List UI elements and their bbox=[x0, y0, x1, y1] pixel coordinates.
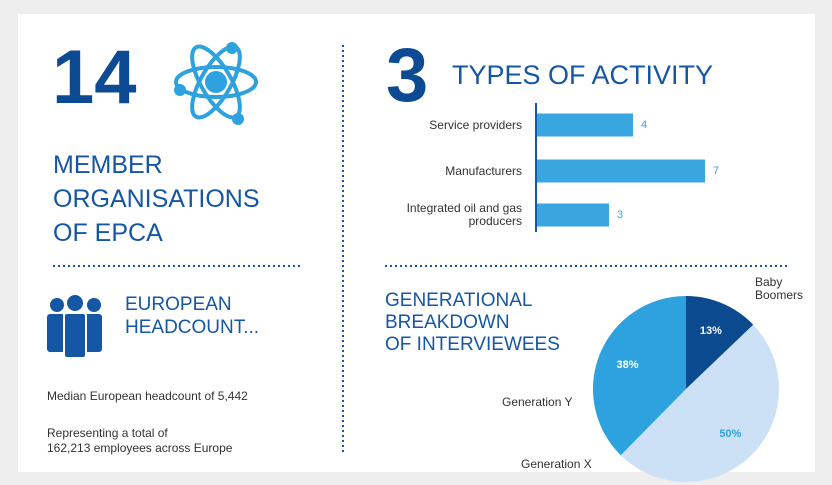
label-line: ORGANISATIONS bbox=[53, 185, 260, 213]
pie-slice bbox=[686, 296, 754, 389]
pie-slice bbox=[620, 324, 780, 483]
title-line: OF INTERVIEWEES bbox=[385, 334, 560, 355]
title-line: GENERATIONAL bbox=[385, 290, 533, 311]
title-line: EUROPEAN bbox=[125, 294, 232, 315]
value-label: 38% bbox=[616, 359, 639, 372]
label-line: MEMBER bbox=[53, 151, 163, 179]
member-label: MEMBER ORGANISATIONS OF EPCA bbox=[53, 148, 260, 250]
note-line: Representing a total of bbox=[47, 426, 168, 440]
value-label: 13% bbox=[699, 324, 722, 337]
label-line: OF EPCA bbox=[53, 219, 163, 247]
bar bbox=[537, 203, 609, 227]
people-icon bbox=[47, 295, 102, 359]
bar bbox=[537, 113, 633, 137]
median-note: Median European headcount of 5,442 bbox=[47, 389, 248, 403]
title-line: HEADCOUNT... bbox=[125, 317, 260, 338]
legend-label: Generation Y bbox=[502, 395, 573, 409]
value-label: 7 bbox=[713, 165, 720, 177]
note-line: 162,213 employees across Europe bbox=[47, 441, 233, 455]
bar-title: TYPES OF ACTIVITY bbox=[452, 60, 714, 90]
bar-label: Manufacturers bbox=[445, 163, 522, 178]
total-note: Representing a total of 162,213 employee… bbox=[47, 426, 232, 456]
value-label: 3 bbox=[617, 209, 624, 221]
bar-label: Service providers bbox=[429, 117, 522, 132]
legend-label: Baby Boomers bbox=[755, 275, 804, 302]
value-label: 50% bbox=[719, 428, 742, 441]
bar-label: Integrated oil and gas producers bbox=[406, 201, 522, 228]
pie-slice bbox=[593, 296, 686, 456]
headcount-title: EUROPEAN HEADCOUNT... bbox=[125, 293, 259, 339]
value-label: 4 bbox=[641, 119, 648, 131]
activity-count: 3 bbox=[386, 33, 429, 118]
bar bbox=[537, 159, 705, 183]
legend-label: Generation X bbox=[521, 457, 592, 471]
pie-title: GENERATIONAL BREAKDOWN OF INTERVIEWEES bbox=[385, 290, 560, 356]
member-count: 14 bbox=[52, 35, 137, 120]
atom-icon bbox=[174, 42, 258, 125]
title-line: BREAKDOWN bbox=[385, 312, 510, 333]
